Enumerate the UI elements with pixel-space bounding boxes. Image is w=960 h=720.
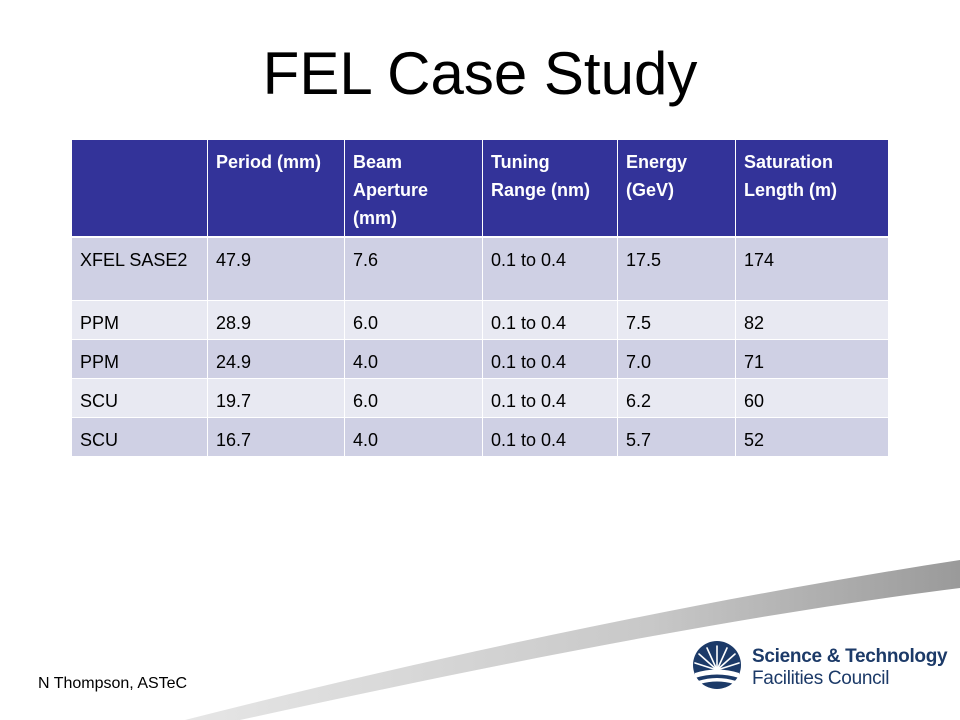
table-cell: 0.1 to 0.4 bbox=[483, 418, 618, 457]
table-cell: 0.1 to 0.4 bbox=[483, 238, 618, 301]
table-cell: SCU bbox=[72, 418, 208, 457]
table-cell: 174 bbox=[736, 238, 888, 301]
table-header-cell: Period (mm) bbox=[208, 140, 345, 238]
table-header-cell bbox=[72, 140, 208, 238]
table-cell: 16.7 bbox=[208, 418, 345, 457]
table-cell: 0.1 to 0.4 bbox=[483, 340, 618, 379]
table-cell: 60 bbox=[736, 379, 888, 418]
table-row: PPM 28.9 6.0 0.1 to 0.4 7.5 82 bbox=[72, 301, 888, 340]
author-credit: N Thompson, ASTeC bbox=[38, 675, 188, 692]
table-cell: 6.0 bbox=[345, 379, 483, 418]
table-cell: 47.9 bbox=[208, 238, 345, 301]
table-header-cell: Tuning Range (nm) bbox=[483, 140, 618, 238]
table-row: SCU 19.7 6.0 0.1 to 0.4 6.2 60 bbox=[72, 379, 888, 418]
table-cell: 28.9 bbox=[208, 301, 345, 340]
logo-text-line2: Facilities Council bbox=[752, 668, 890, 689]
table-header-cell: Beam Aperture (mm) bbox=[345, 140, 483, 238]
data-table: Period (mm) Beam Aperture (mm) Tuning Ra… bbox=[72, 140, 888, 457]
table-cell: 6.2 bbox=[618, 379, 736, 418]
table-cell: 52 bbox=[736, 418, 888, 457]
table-cell: 7.5 bbox=[618, 301, 736, 340]
slide-title: FEL Case Study bbox=[262, 40, 698, 107]
table-cell: 5.7 bbox=[618, 418, 736, 457]
table-cell: 0.1 to 0.4 bbox=[483, 301, 618, 340]
table-cell: 7.0 bbox=[618, 340, 736, 379]
table-header-cell: Energy (GeV) bbox=[618, 140, 736, 238]
table-cell: 4.0 bbox=[345, 340, 483, 379]
table-header-cell: Saturation Length (m) bbox=[736, 140, 888, 238]
table-row: PPM 24.9 4.0 0.1 to 0.4 7.0 71 bbox=[72, 340, 888, 379]
table-header-row: Period (mm) Beam Aperture (mm) Tuning Ra… bbox=[72, 140, 888, 238]
table-cell: 4.0 bbox=[345, 418, 483, 457]
table-cell: 0.1 to 0.4 bbox=[483, 379, 618, 418]
table-cell: XFEL SASE2 bbox=[72, 238, 208, 301]
table-cell: PPM bbox=[72, 340, 208, 379]
table-cell: 6.0 bbox=[345, 301, 483, 340]
table-cell: SCU bbox=[72, 379, 208, 418]
table-cell: 82 bbox=[736, 301, 888, 340]
table-cell: PPM bbox=[72, 301, 208, 340]
logo-text-line1: Science & Technology bbox=[752, 646, 948, 667]
table-cell: 19.7 bbox=[208, 379, 345, 418]
table-cell: 71 bbox=[736, 340, 888, 379]
table-cell: 24.9 bbox=[208, 340, 345, 379]
table-row: SCU 16.7 4.0 0.1 to 0.4 5.7 52 bbox=[72, 418, 888, 457]
stfc-logo: Science & Technology Facilities Council bbox=[692, 640, 948, 696]
stfc-sunburst-icon bbox=[693, 641, 741, 689]
table-cell: 7.6 bbox=[345, 238, 483, 301]
table-cell: 17.5 bbox=[618, 238, 736, 301]
table-row: XFEL SASE2 47.9 7.6 0.1 to 0.4 17.5 174 bbox=[72, 238, 888, 301]
